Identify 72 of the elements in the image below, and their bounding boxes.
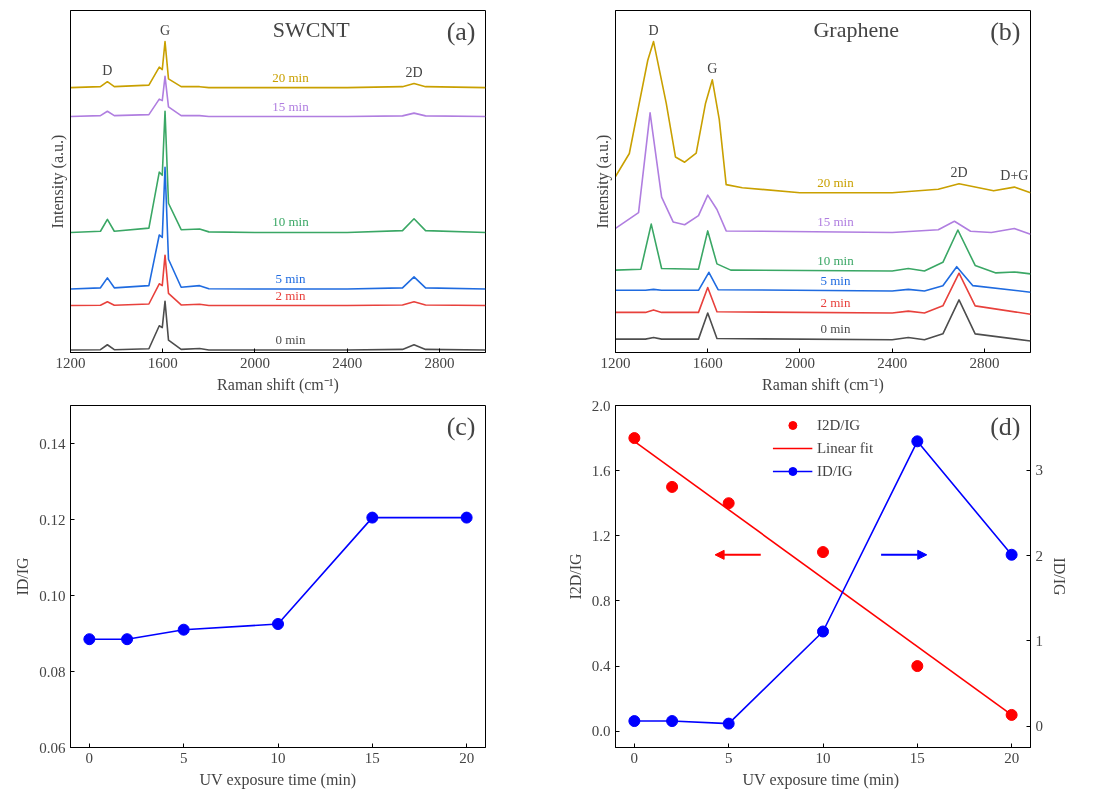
series-label: 5 min xyxy=(275,271,306,287)
annotation: 2D xyxy=(405,64,423,80)
series-label: 10 min xyxy=(272,214,310,230)
annotation: (a) xyxy=(446,16,476,46)
x-axis-title: UV exposure time (min) xyxy=(742,770,900,789)
series-label: 2 min xyxy=(275,287,306,303)
series-label: 20 min xyxy=(817,174,855,190)
y2-tick-label: 2 xyxy=(1035,547,1043,564)
annotation: D xyxy=(648,22,659,38)
series-label: 0 min xyxy=(820,321,851,337)
series-label: 2 min xyxy=(820,294,851,310)
y2-tick-label: 1 xyxy=(1035,632,1043,649)
x-tick-label: 20 xyxy=(459,749,475,766)
x-tick-label: 0 xyxy=(85,749,94,766)
x-tick-label: 1200 xyxy=(600,354,631,371)
x-tick-label: 0 xyxy=(630,749,639,766)
y-tick-label: 0.4 xyxy=(591,658,611,675)
y-tick-label: 0.06 xyxy=(39,739,66,756)
x-tick-label: 5 xyxy=(179,749,188,766)
y-tick-label: 0.8 xyxy=(591,592,611,609)
x-tick-label: 10 xyxy=(270,749,286,766)
y2-tick-label: 0 xyxy=(1035,718,1043,735)
x-tick-label: 1200 xyxy=(55,354,86,371)
y-tick-label: 0.14 xyxy=(39,435,66,452)
y-axis-title: I2D/IG xyxy=(566,552,584,600)
y-tick-label: 0.0 xyxy=(591,723,611,740)
x-tick-label: 2800 xyxy=(424,354,455,371)
legend-label: ID/IG xyxy=(816,462,853,480)
y-tick-label: 0.08 xyxy=(39,663,66,680)
x-tick-label: 1600 xyxy=(147,354,178,371)
annotation: D xyxy=(102,62,113,78)
x-tick-label: 10 xyxy=(815,749,831,766)
annotation: (d) xyxy=(990,411,1021,441)
chart-title: SWCNT xyxy=(272,16,351,42)
series-label: 5 min xyxy=(820,272,851,288)
x-tick-label: 5 xyxy=(724,749,733,766)
y2-axis-title: ID/IG xyxy=(1051,557,1068,597)
x-tick-label: 2000 xyxy=(784,354,815,371)
y-tick-label: 2.0 xyxy=(591,397,611,414)
annotation: D+G xyxy=(1000,168,1029,184)
x-axis-title: UV exposure time (min) xyxy=(199,770,357,789)
x-tick-label: 15 xyxy=(909,749,925,766)
y-tick-label: 1.2 xyxy=(591,527,611,544)
x-tick-label: 15 xyxy=(364,749,380,766)
y2-tick-label: 3 xyxy=(1035,462,1043,479)
y-tick-label: 0.10 xyxy=(39,587,66,604)
annotation: G xyxy=(159,22,171,38)
x-tick-label: 2400 xyxy=(332,354,363,371)
series-label: 15 min xyxy=(272,98,310,114)
series-label: 20 min xyxy=(272,69,310,85)
y-axis-title: ID/IG xyxy=(14,556,32,596)
x-tick-label: 2400 xyxy=(877,354,908,371)
x-tick-label: 2000 xyxy=(239,354,270,371)
series-label: 15 min xyxy=(817,213,855,229)
annotation: G xyxy=(707,60,718,76)
x-tick-label: 1600 xyxy=(692,354,723,371)
series-label: 0 min xyxy=(275,332,306,348)
legend-label: I2D/IG xyxy=(816,416,861,434)
y-tick-label: 1.6 xyxy=(591,462,611,479)
chart-title: Graphene xyxy=(813,16,899,42)
annotation: 2D xyxy=(950,164,968,180)
y-axis-title: Intensity (a.u.) xyxy=(593,134,612,229)
series-label: 10 min xyxy=(817,252,855,268)
x-tick-label: 2800 xyxy=(969,354,1000,371)
x-axis-title: Raman shift (cm⁻¹) xyxy=(762,375,884,394)
x-tick-label: 20 xyxy=(1004,749,1020,766)
y-tick-label: 0.12 xyxy=(39,511,66,528)
legend-label: Linear fit xyxy=(816,439,874,457)
annotation: (c) xyxy=(446,411,476,441)
y-axis-title: Intensity (a.u.) xyxy=(48,134,67,229)
x-axis-title: Raman shift (cm⁻¹) xyxy=(217,375,339,394)
annotation: (b) xyxy=(990,16,1021,46)
